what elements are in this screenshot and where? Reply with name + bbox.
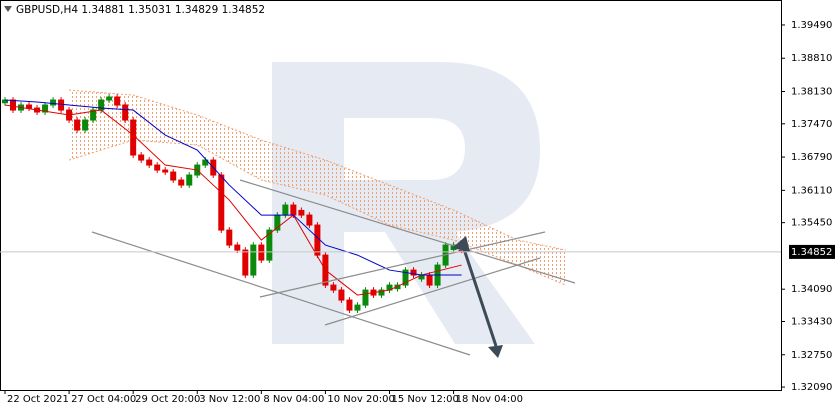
candle-body — [234, 244, 241, 251]
senkou-span-b — [68, 139, 566, 286]
current-price-label: 1.34852 — [791, 247, 832, 258]
x-tick-label: 3 Nov 12:00 — [199, 394, 260, 405]
candle-body — [90, 109, 97, 121]
candle-body — [314, 224, 321, 256]
candle-body — [426, 274, 433, 286]
senkou-span-a — [69, 89, 566, 251]
candle-body — [154, 164, 161, 171]
candle-body — [50, 99, 57, 106]
candle-body — [10, 99, 17, 111]
candle-body — [170, 171, 177, 181]
candle-body — [242, 249, 249, 276]
y-tick-label: 1.35450 — [791, 218, 832, 229]
candle-body — [58, 99, 65, 111]
x-tick-label: 29 Oct 20:00 — [135, 394, 200, 405]
indicator-line — [4, 99, 462, 276]
y-tick-label: 1.38810 — [791, 53, 832, 64]
candle-body — [338, 289, 345, 301]
candle-body — [258, 244, 265, 261]
candle-body — [354, 304, 361, 311]
candle-body — [130, 119, 137, 156]
symbol-icon — [4, 6, 12, 12]
candle-body — [362, 289, 369, 306]
y-tick-label: 1.32090 — [791, 382, 832, 393]
candle-body — [26, 104, 33, 109]
indicator-line — [4, 104, 462, 296]
y-tick-label: 1.38130 — [791, 87, 832, 98]
y-tick-label: 1.32750 — [791, 350, 832, 361]
x-tick-label: 8 Nov 04:00 — [263, 394, 324, 405]
forecast-arrow — [452, 236, 503, 358]
candle-body — [82, 119, 89, 131]
candle-body — [290, 204, 297, 216]
candle-body — [106, 96, 113, 101]
current-price-box — [789, 244, 835, 259]
x-tick-label: 15 Nov 12:00 — [391, 394, 458, 405]
candle-body — [402, 269, 409, 286]
candle-body — [178, 179, 185, 186]
candle-body — [378, 289, 385, 296]
candle-body — [138, 154, 145, 161]
y-tick-label: 1.36110 — [791, 185, 832, 196]
candle-body — [410, 269, 417, 276]
candle-body — [306, 214, 313, 226]
y-tick-label: 1.36790 — [791, 152, 832, 163]
candle-body — [330, 284, 337, 291]
candle-body — [74, 119, 81, 131]
x-tick-label: 10 Nov 20:00 — [327, 394, 394, 405]
chart-title: GBPUSD,H4 1.34881 1.35031 1.34829 1.3485… — [16, 4, 265, 16]
candle-body — [394, 284, 401, 290]
watermark — [272, 62, 540, 344]
y-tick-label: 1.39490 — [791, 20, 832, 31]
candle-body — [202, 159, 209, 166]
candle-body — [218, 174, 225, 231]
y-tick-label: 1.34090 — [791, 284, 832, 295]
candle-body — [346, 299, 353, 311]
candle-body — [186, 174, 193, 186]
candle-body — [298, 209, 305, 216]
candle-body — [282, 204, 289, 216]
candle-body — [266, 229, 273, 261]
candle-body — [162, 169, 169, 173]
candle-body — [122, 104, 129, 121]
candle-body — [146, 159, 153, 166]
candle-body — [226, 229, 233, 246]
x-tick-label: 22 Oct 2021 — [7, 394, 69, 405]
channel-lines — [91, 179, 576, 356]
candle-body — [114, 96, 121, 106]
y-tick-label: 1.33430 — [791, 316, 832, 327]
candle-body — [250, 244, 257, 276]
x-tick-label: 27 Oct 04:00 — [71, 394, 136, 405]
x-tick-label: 18 Nov 04:00 — [456, 394, 523, 405]
candle-body — [42, 104, 49, 113]
cloud-fill — [69, 90, 566, 286]
y-tick-label: 1.37470 — [791, 119, 832, 130]
